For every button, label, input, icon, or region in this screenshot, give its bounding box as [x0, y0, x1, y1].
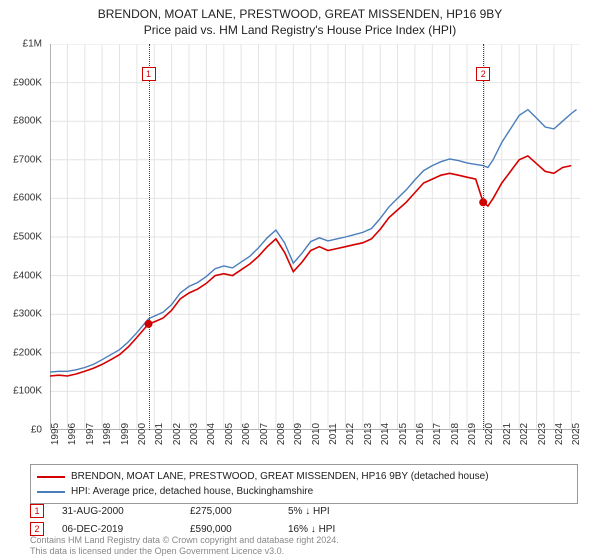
- legend-label-property: BRENDON, MOAT LANE, PRESTWOOD, GREAT MIS…: [71, 469, 489, 484]
- x-tick-label: 1997: [85, 423, 96, 445]
- x-tick-label: 2012: [345, 423, 356, 445]
- x-tick-label: 2003: [189, 423, 200, 445]
- chart-svg: [50, 44, 580, 430]
- y-tick-label: £1M: [23, 39, 42, 50]
- y-tick-label: £400K: [13, 270, 42, 281]
- x-tick-label: 2002: [172, 423, 183, 445]
- legend-swatch-property: [37, 476, 65, 478]
- y-axis: £0£100K£200K£300K£400K£500K£600K£700K£80…: [0, 44, 46, 430]
- x-tick-label: 2013: [363, 423, 374, 445]
- attribution-line2: This data is licensed under the Open Gov…: [30, 546, 578, 557]
- x-tick-label: 2019: [467, 423, 478, 445]
- y-tick-label: £200K: [13, 347, 42, 358]
- x-tick-label: 1998: [102, 423, 113, 445]
- y-tick-label: £700K: [13, 154, 42, 165]
- sale-row: 1 31-AUG-2000 £275,000 5% ↓ HPI: [30, 504, 578, 518]
- legend-swatch-hpi: [37, 491, 65, 493]
- x-tick-label: 2011: [328, 423, 339, 445]
- sale-badge: 1: [30, 504, 44, 518]
- x-tick-label: 2022: [519, 423, 530, 445]
- x-tick-label: 2005: [224, 423, 235, 445]
- x-tick-label: 2016: [415, 423, 426, 445]
- x-tick-label: 2004: [206, 423, 217, 445]
- reference-badge: 2: [476, 67, 490, 81]
- y-tick-label: £600K: [13, 193, 42, 204]
- chart-plot-area: 12: [50, 44, 580, 430]
- legend-label-hpi: HPI: Average price, detached house, Buck…: [71, 484, 313, 499]
- y-tick-label: £300K: [13, 309, 42, 320]
- x-tick-label: 1995: [50, 423, 61, 445]
- y-tick-label: £500K: [13, 232, 42, 243]
- x-tick-label: 2017: [432, 423, 443, 445]
- x-tick-label: 2006: [241, 423, 252, 445]
- x-tick-label: 2009: [293, 423, 304, 445]
- sale-price: £590,000: [190, 524, 270, 535]
- x-tick-label: 2015: [398, 423, 409, 445]
- x-tick-label: 2018: [450, 423, 461, 445]
- x-tick-label: 1996: [67, 423, 78, 445]
- reference-line: [149, 44, 150, 430]
- y-tick-label: £800K: [13, 116, 42, 127]
- sale-date: 31-AUG-2000: [62, 506, 172, 517]
- sale-delta: 5% ↓ HPI: [288, 506, 378, 517]
- y-tick-label: £0: [31, 425, 42, 436]
- sale-date: 06-DEC-2019: [62, 524, 172, 535]
- x-tick-label: 2020: [484, 423, 495, 445]
- x-tick-label: 2010: [311, 423, 322, 445]
- y-tick-label: £100K: [13, 386, 42, 397]
- chart-subtitle: Price paid vs. HM Land Registry's House …: [0, 22, 600, 38]
- x-tick-label: 2007: [259, 423, 270, 445]
- attribution-line1: Contains HM Land Registry data © Crown c…: [30, 535, 578, 546]
- x-tick-label: 2023: [537, 423, 548, 445]
- legend: BRENDON, MOAT LANE, PRESTWOOD, GREAT MIS…: [30, 464, 578, 504]
- x-axis: 1995199619971998199920002001200220032004…: [50, 432, 580, 462]
- x-tick-label: 2008: [276, 423, 287, 445]
- x-tick-label: 1999: [120, 423, 131, 445]
- reference-line: [483, 44, 484, 430]
- x-tick-label: 2025: [571, 423, 582, 445]
- chart-title-address: BRENDON, MOAT LANE, PRESTWOOD, GREAT MIS…: [0, 6, 600, 22]
- reference-badge: 1: [142, 67, 156, 81]
- y-tick-label: £900K: [13, 77, 42, 88]
- attribution-text: Contains HM Land Registry data © Crown c…: [30, 535, 578, 558]
- x-tick-label: 2024: [554, 423, 565, 445]
- x-tick-label: 2014: [380, 423, 391, 445]
- sale-price: £275,000: [190, 506, 270, 517]
- sale-delta: 16% ↓ HPI: [288, 524, 378, 535]
- x-tick-label: 2000: [137, 423, 148, 445]
- series-hpi: [50, 110, 577, 373]
- x-tick-label: 2021: [502, 423, 513, 445]
- x-tick-label: 2001: [154, 423, 165, 445]
